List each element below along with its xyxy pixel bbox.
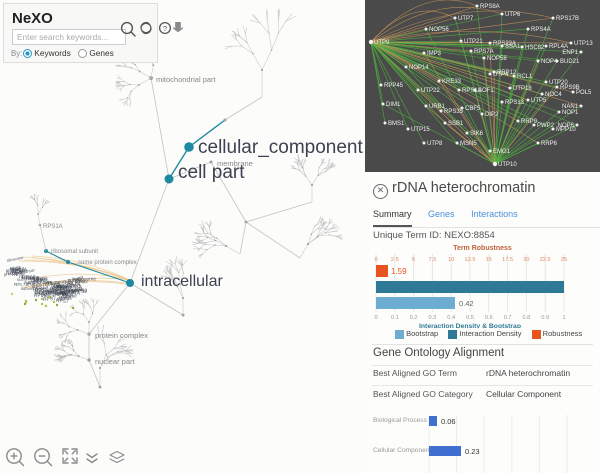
svg-text:UTP10: UTP10 (498, 162, 517, 168)
svg-text:0: 0 (374, 315, 377, 321)
svg-text:NOP14: NOP14 (409, 65, 429, 71)
svg-text:EMG1: EMG1 (493, 149, 511, 155)
svg-text:2.5: 2.5 (391, 257, 399, 263)
svg-text:0.5: 0.5 (466, 315, 474, 321)
svg-text:UTP9: UTP9 (374, 40, 390, 46)
svg-text:NOC4: NOC4 (545, 92, 562, 98)
svg-text:UTP15: UTP15 (411, 127, 430, 133)
svg-text:RPS7: RPS7 (35, 290, 49, 297)
svg-text:NOP58: NOP58 (487, 56, 507, 62)
svg-text:RPS13: RPS13 (505, 100, 525, 106)
svg-text:UTP13: UTP13 (574, 41, 593, 47)
svg-text:0.06: 0.06 (441, 417, 456, 426)
svg-text:RPS4A: RPS4A (531, 27, 551, 33)
svg-text:UTP4: UTP4 (493, 72, 509, 78)
svg-text:0.42: 0.42 (459, 299, 474, 308)
svg-text:ribosomal subunit: ribosomal subunit (51, 249, 98, 255)
svg-text:NOP1: NOP1 (562, 110, 579, 116)
svg-text:RPS1A: RPS1A (43, 224, 63, 230)
svg-text:UTP5: UTP5 (531, 98, 547, 104)
svg-text:?: ? (163, 24, 167, 33)
svg-text:DIP2: DIP2 (485, 112, 499, 118)
svg-text:10: 10 (448, 257, 454, 263)
svg-text:UTP18: UTP18 (513, 86, 532, 92)
svg-text:0.7: 0.7 (504, 315, 512, 321)
svg-text:UTP6: UTP6 (505, 12, 521, 18)
svg-text:NOP6: NOP6 (558, 123, 575, 129)
svg-text:0.8: 0.8 (523, 315, 531, 321)
svg-text:RRP6: RRP6 (541, 141, 558, 147)
svg-text:RPS22A: RPS22A (493, 41, 516, 47)
svg-text:RCL1: RCL1 (517, 74, 533, 80)
svg-text:0.3: 0.3 (429, 315, 437, 321)
svg-text:BMS1: BMS1 (388, 121, 405, 127)
svg-text:nuclear part: nuclear part (95, 357, 136, 366)
svg-text:NOP56: NOP56 (429, 27, 449, 33)
svg-text:NAN1: NAN1 (562, 104, 579, 110)
svg-text:RPS8A: RPS8A (480, 4, 500, 10)
svg-text:1.59: 1.59 (391, 267, 407, 276)
svg-text:SSB1: SSB1 (448, 121, 464, 127)
svg-text:complex: complex (33, 280, 53, 286)
svg-text:ENP1: ENP1 (562, 50, 578, 56)
svg-text:7.5: 7.5 (429, 257, 437, 263)
svg-text:ribosome: ribosome (6, 255, 24, 263)
svg-text:0.6: 0.6 (485, 315, 493, 321)
svg-text:RPS3: RPS3 (74, 288, 88, 295)
svg-text:UTP8: UTP8 (427, 141, 443, 147)
svg-text:HSC82: HSC82 (525, 45, 545, 51)
svg-text:25: 25 (561, 257, 567, 263)
svg-text:RPP45: RPP45 (384, 83, 404, 89)
svg-text:SIK6: SIK6 (470, 131, 484, 137)
svg-text:DIM1: DIM1 (386, 102, 401, 108)
svg-text:0: 0 (374, 257, 377, 263)
svg-text:MSN5: MSN5 (460, 141, 477, 147)
svg-text:protein complex: protein complex (95, 331, 148, 340)
svg-text:NOP4: NOP4 (541, 59, 558, 65)
svg-text:KRE33: KRE33 (442, 79, 462, 85)
svg-text:20: 20 (523, 257, 529, 263)
svg-text:UTP7: UTP7 (458, 16, 474, 22)
svg-text:Biological Process: Biological Process (373, 417, 428, 424)
svg-text:Interaction Density & Bootstra: Interaction Density & Bootstrap (419, 323, 521, 328)
svg-text:UTP22: UTP22 (421, 88, 440, 94)
svg-text:22.5: 22.5 (540, 257, 551, 263)
svg-text:0.9: 0.9 (541, 315, 549, 321)
svg-text:SOF1: SOF1 (478, 88, 494, 94)
svg-text:0.4: 0.4 (447, 315, 455, 321)
svg-text:RPS7A: RPS7A (474, 49, 494, 55)
svg-text:IMP3: IMP3 (427, 51, 442, 57)
svg-text:15: 15 (486, 257, 492, 263)
svg-text:0.2: 0.2 (410, 315, 418, 321)
svg-text:RPS17B: RPS17B (556, 16, 579, 22)
svg-text:0.1: 0.1 (391, 315, 399, 321)
svg-text:UTP21: UTP21 (464, 39, 483, 45)
svg-text:...some protein complex: ...some protein complex (73, 260, 137, 266)
svg-text:BUD21: BUD21 (560, 59, 580, 65)
svg-text:17.5: 17.5 (502, 257, 513, 263)
svg-text:0.23: 0.23 (465, 447, 480, 456)
svg-text:1: 1 (562, 315, 565, 321)
svg-text:mitochondrial part: mitochondrial part (156, 75, 217, 84)
svg-text:5: 5 (412, 257, 415, 263)
svg-text:RPS35: RPS35 (444, 109, 464, 115)
svg-text:12.5: 12.5 (465, 257, 476, 263)
svg-text:CBF5: CBF5 (465, 106, 481, 112)
svg-text:Cellular Component: Cellular Component (373, 447, 431, 454)
svg-text:POL5: POL5 (576, 90, 592, 96)
